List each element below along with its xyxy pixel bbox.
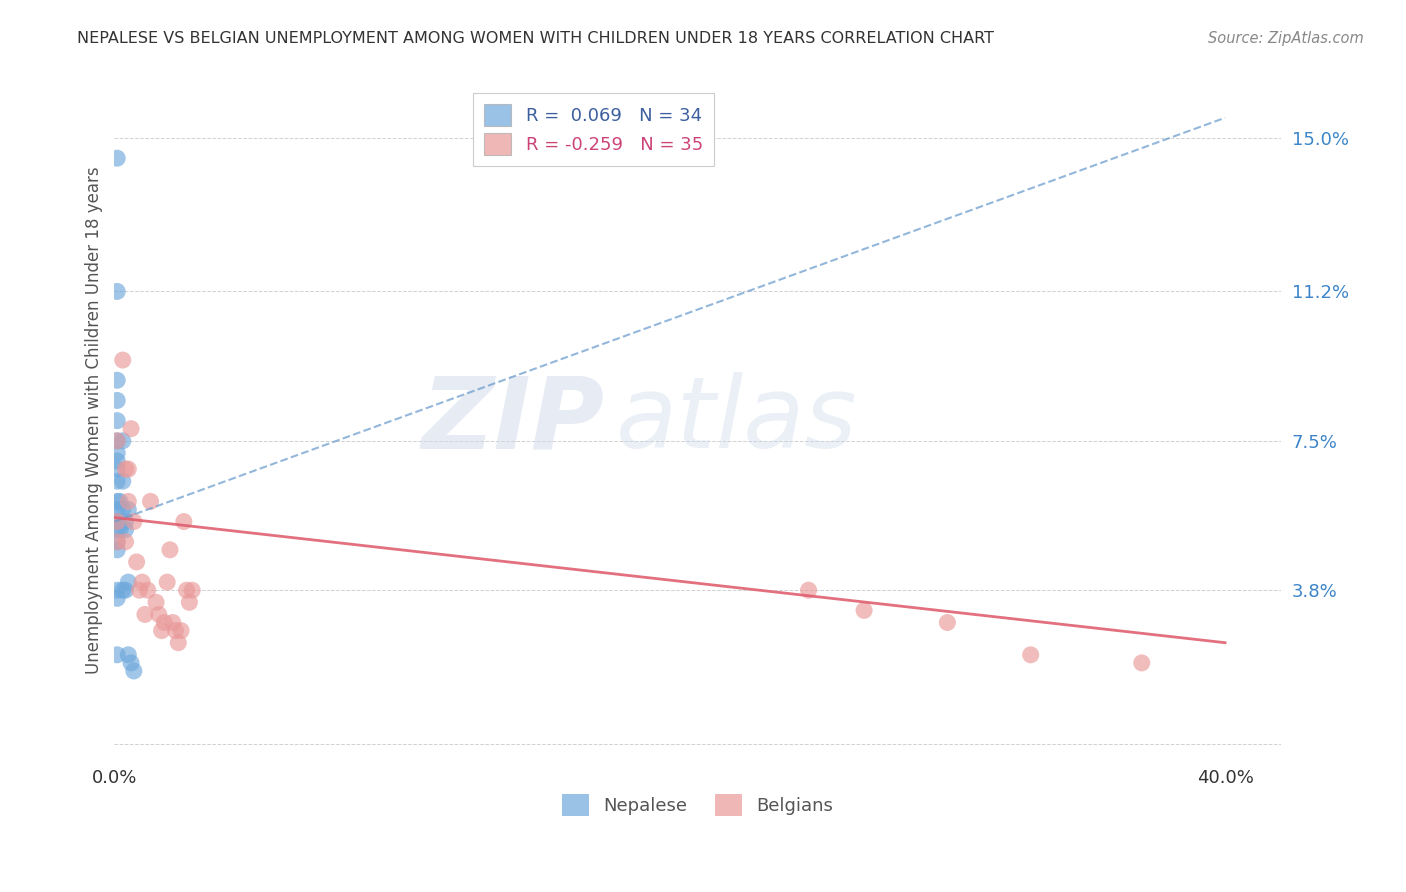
Point [117,502,139,516]
Point [111,474,134,488]
Point [105,151,128,165]
Point [120,422,142,436]
Point [105,515,128,529]
Point [105,591,128,606]
Point [159,542,181,557]
Point [105,454,128,468]
Point [176,583,198,598]
Point [125,555,148,569]
Point [111,502,134,516]
Point [114,515,136,529]
Point [145,595,167,609]
Point [936,615,959,630]
Point [105,542,128,557]
Point [150,624,173,638]
Point [165,624,187,638]
Point [105,515,128,529]
Point [170,624,193,638]
Point [797,583,820,598]
Point [179,595,201,609]
Text: NEPALESE VS BELGIAN UNEMPLOYMENT AMONG WOMEN WITH CHILDREN UNDER 18 YEARS CORREL: NEPALESE VS BELGIAN UNEMPLOYMENT AMONG W… [77,31,994,46]
Point [181,583,204,598]
Point [105,534,128,549]
Point [114,534,136,549]
Legend: Nepalese, Belgians: Nepalese, Belgians [555,787,841,823]
Point [131,575,153,590]
Point [105,523,128,537]
Point [136,583,159,598]
Point [105,393,128,408]
Point [105,474,128,488]
Point [105,285,128,299]
Point [105,462,128,476]
Point [108,523,131,537]
Point [173,515,195,529]
Point [114,583,136,598]
Point [111,583,134,598]
Point [108,494,131,508]
Y-axis label: Unemployment Among Women with Children Under 18 years: Unemployment Among Women with Children U… [86,167,103,674]
Point [105,583,128,598]
Point [122,515,145,529]
Point [117,462,139,476]
Point [105,414,128,428]
Point [120,656,142,670]
Point [117,494,139,508]
Point [105,446,128,460]
Point [1019,648,1042,662]
Point [853,603,876,617]
Point [1130,656,1153,670]
Point [139,494,162,508]
Point [148,607,170,622]
Point [111,353,134,368]
Point [105,434,128,448]
Point [114,462,136,476]
Text: ZIP: ZIP [422,372,605,469]
Point [105,502,128,516]
Point [122,664,145,678]
Point [105,534,128,549]
Point [162,615,184,630]
Text: Source: ZipAtlas.com: Source: ZipAtlas.com [1208,31,1364,46]
Point [111,434,134,448]
Point [117,648,139,662]
Point [134,607,156,622]
Point [105,434,128,448]
Point [105,648,128,662]
Point [117,575,139,590]
Text: atlas: atlas [616,372,858,469]
Point [156,575,179,590]
Point [128,583,150,598]
Point [153,615,176,630]
Point [167,636,190,650]
Point [105,515,128,529]
Point [114,523,136,537]
Point [105,373,128,387]
Point [105,494,128,508]
